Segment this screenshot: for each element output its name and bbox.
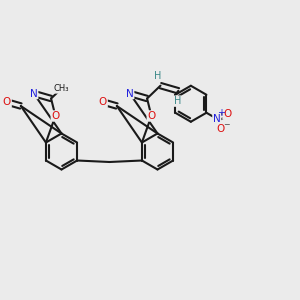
Text: O: O bbox=[51, 111, 59, 121]
Text: O: O bbox=[217, 124, 225, 134]
Text: H: H bbox=[174, 96, 181, 106]
Text: O: O bbox=[3, 97, 11, 107]
Text: N: N bbox=[30, 88, 38, 98]
Text: N: N bbox=[126, 88, 134, 98]
Text: H: H bbox=[154, 71, 161, 81]
Text: O: O bbox=[223, 109, 231, 119]
Text: ⁻: ⁻ bbox=[224, 122, 230, 134]
Text: N: N bbox=[213, 114, 221, 124]
Text: CH₃: CH₃ bbox=[54, 84, 69, 93]
Text: O: O bbox=[99, 97, 107, 107]
Text: +: + bbox=[217, 108, 225, 118]
Text: O: O bbox=[147, 111, 155, 121]
